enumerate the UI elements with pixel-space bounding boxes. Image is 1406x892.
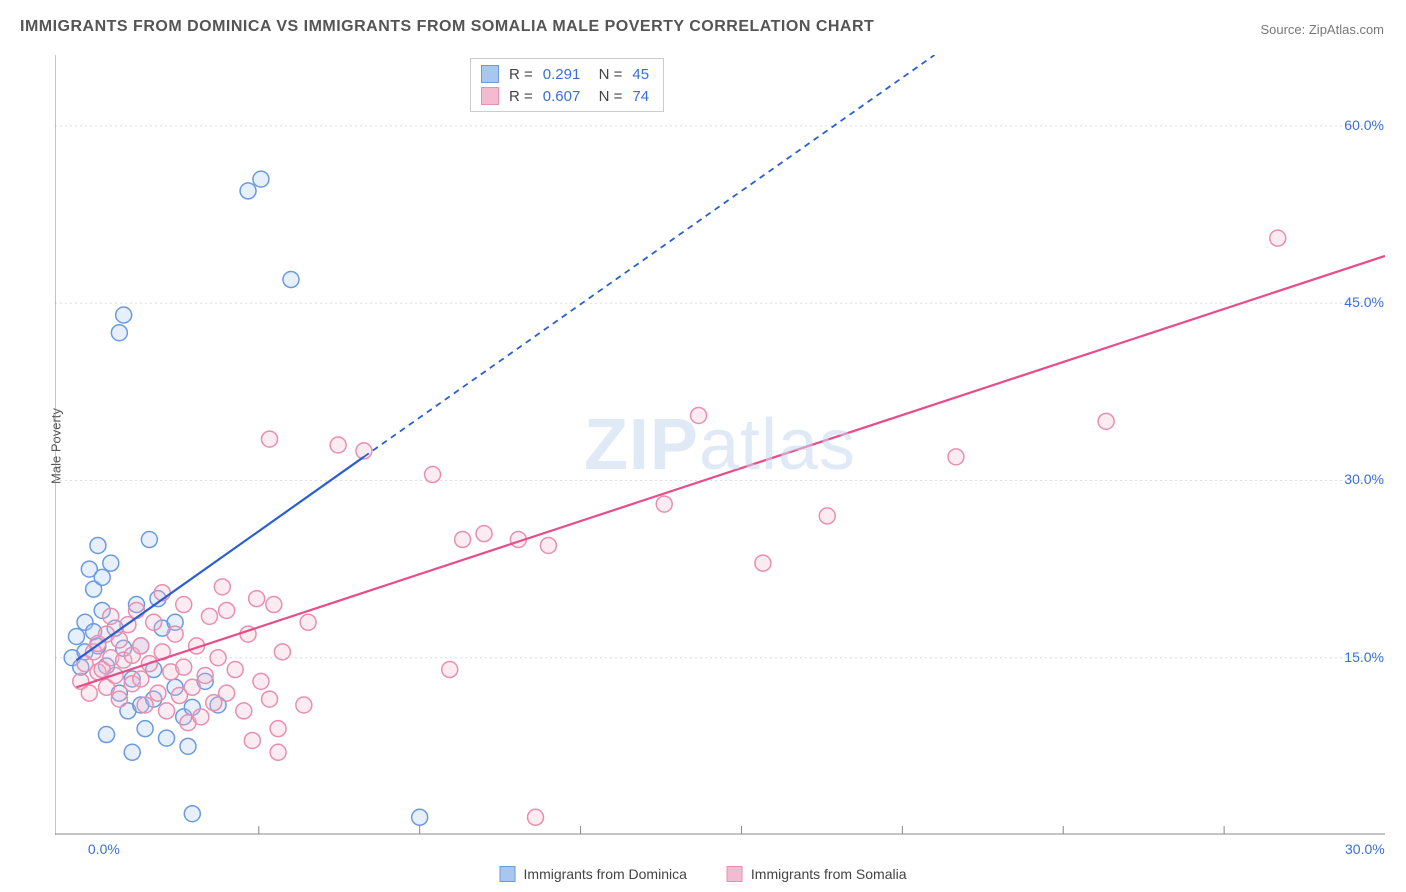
- x-tick-label: 0.0%: [88, 841, 120, 857]
- legend-label-2: Immigrants from Somalia: [751, 866, 907, 882]
- stats-box: R = 0.291 N = 45 R = 0.607 N = 74: [470, 58, 664, 112]
- stats-swatch-2: [481, 87, 499, 105]
- legend-swatch-2: [727, 866, 743, 882]
- legend-item-2: Immigrants from Somalia: [727, 866, 907, 882]
- source-label: Source: ZipAtlas.com: [1260, 22, 1384, 37]
- stats-n-value-1: 45: [632, 66, 649, 83]
- stats-r-value-2: 0.607: [543, 88, 581, 105]
- legend-swatch-1: [500, 866, 516, 882]
- y-tick-label: 15.0%: [1344, 649, 1384, 665]
- x-tick-label: 30.0%: [1345, 841, 1385, 857]
- y-tick-label: 60.0%: [1344, 117, 1384, 133]
- stats-row-1: R = 0.291 N = 45: [481, 63, 649, 85]
- y-tick-label: 30.0%: [1344, 471, 1384, 487]
- y-tick-label: 45.0%: [1344, 294, 1384, 310]
- stats-r-label-1: R =: [509, 66, 533, 83]
- chart-plot-area: ZIPatlas: [55, 55, 1385, 835]
- legend-item-1: Immigrants from Dominica: [500, 866, 687, 882]
- stats-r-label-2: R =: [509, 88, 533, 105]
- chart-title: IMMIGRANTS FROM DOMINICA VS IMMIGRANTS F…: [20, 18, 874, 36]
- stats-n-value-2: 74: [632, 88, 649, 105]
- stats-n-label-1: N =: [590, 66, 622, 83]
- stats-r-value-1: 0.291: [543, 66, 581, 83]
- legend-label-1: Immigrants from Dominica: [524, 866, 687, 882]
- stats-swatch-1: [481, 65, 499, 83]
- stats-row-2: R = 0.607 N = 74: [481, 85, 649, 107]
- chart-svg: [55, 55, 1385, 835]
- stats-n-label-2: N =: [590, 88, 622, 105]
- legend: Immigrants from Dominica Immigrants from…: [500, 866, 907, 882]
